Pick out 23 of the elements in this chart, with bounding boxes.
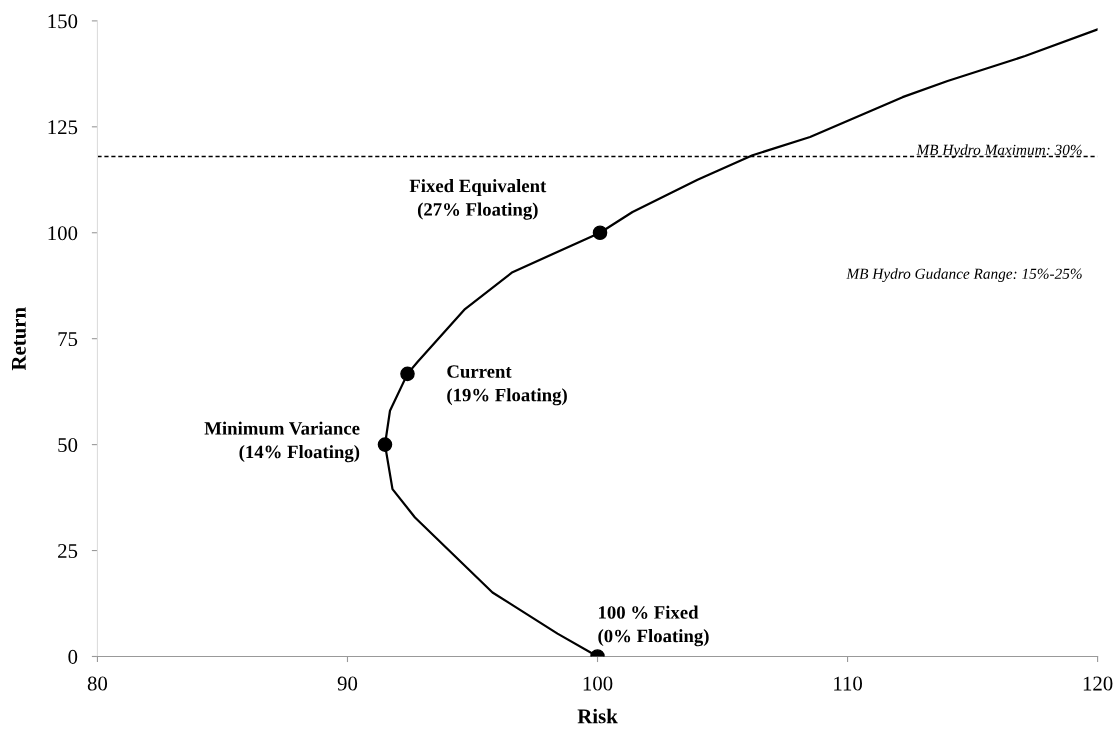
y-tick-label: 75 <box>58 332 78 347</box>
point <box>592 225 608 241</box>
annotation: MB Hydro Maximum: 30% <box>916 144 1082 159</box>
y-tick-label: 150 <box>48 14 78 29</box>
y-tick-label: 0 <box>68 649 78 664</box>
y-tick-label: 100 <box>48 226 78 241</box>
annotation: MB Hydro Gudance Range: 15%-25% <box>846 268 1082 283</box>
point <box>377 437 393 452</box>
annotation: Current (19% Floating) <box>447 365 567 406</box>
x-tick-label: 90 <box>337 676 358 691</box>
x-tick-label: 120 <box>1083 676 1113 691</box>
y-tick-label: 125 <box>48 120 78 135</box>
annotation: Minimum Variance (14% Floating) <box>204 421 360 463</box>
y-axis-title: Return <box>12 307 26 371</box>
x-tick-label: 100 <box>583 676 613 691</box>
y-tick-label: 50 <box>58 437 78 453</box>
x-tick-label: 110 <box>834 676 862 691</box>
y-tick-label: 25 <box>58 543 78 558</box>
point <box>400 366 415 382</box>
annotation: 100 % Fixed (0% Floating) <box>598 605 709 647</box>
x-tick-label: 80 <box>87 676 108 691</box>
annotation: Fixed Equivalent (27% Floating) <box>409 179 547 220</box>
x-axis-title: Risk <box>577 708 618 724</box>
